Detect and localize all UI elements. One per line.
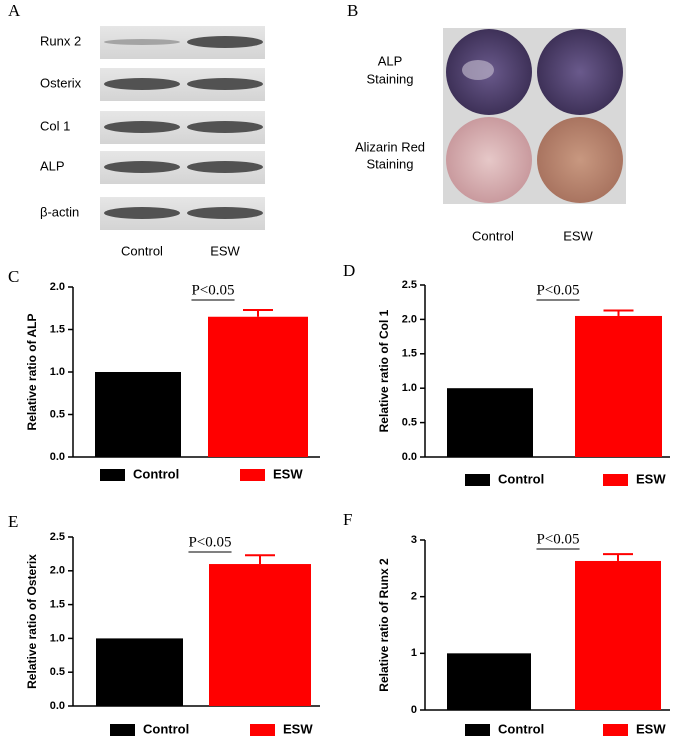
blot-band — [104, 78, 180, 90]
y-tick-label: 2.0 — [50, 281, 65, 293]
column-label: Control — [472, 228, 514, 243]
y-tick-label: 0.0 — [402, 451, 417, 463]
y-axis-label: Relative ratio of Col 1 — [377, 309, 391, 432]
y-axis-label: Relative ratio of ALP — [25, 314, 39, 431]
bar — [95, 372, 181, 457]
y-tick-label: 0 — [411, 704, 417, 716]
row-label: ALP — [40, 158, 65, 173]
panel-label: F — [343, 510, 352, 529]
y-tick-label: 3 — [411, 534, 417, 546]
bar — [575, 315, 662, 457]
y-tick-label: 2.5 — [50, 531, 65, 543]
blot-band — [104, 161, 180, 173]
y-tick-label: 1 — [411, 647, 417, 659]
blot-band — [187, 36, 263, 48]
y-tick-label: 1.0 — [402, 382, 417, 394]
legend-swatch — [110, 724, 135, 736]
y-tick-label: 2 — [411, 591, 417, 603]
row-label: Alizarin Red — [355, 139, 425, 154]
legend-swatch — [465, 474, 490, 486]
column-label: ESW — [563, 228, 593, 243]
bar — [575, 560, 661, 710]
column-label: ESW — [210, 243, 240, 258]
legend-swatch — [100, 469, 125, 481]
panel-label: B — [347, 1, 358, 20]
row-label: Col 1 — [40, 118, 70, 133]
y-tick-label: 2.5 — [402, 279, 417, 291]
y-tick-label: 0.0 — [50, 451, 65, 463]
bar — [208, 316, 308, 457]
y-tick-label: 0.5 — [50, 408, 65, 420]
legend-label: ESW — [636, 721, 666, 736]
column-label: Control — [121, 243, 163, 258]
legend-swatch — [250, 724, 275, 736]
y-tick-label: 0.0 — [50, 700, 65, 712]
y-tick-label: 1.0 — [50, 366, 65, 378]
row-label: Staining — [367, 71, 414, 86]
legend-label: ESW — [636, 471, 666, 486]
bar — [447, 653, 531, 710]
bar — [96, 638, 183, 706]
row-label: β-actin — [40, 204, 79, 219]
bar — [209, 564, 311, 706]
legend-label: Control — [498, 471, 544, 486]
y-tick-label: 1.5 — [402, 348, 417, 360]
y-axis-label: Relative ratio of Runx 2 — [377, 558, 391, 692]
legend-label: Control — [143, 721, 189, 736]
panel-label: D — [343, 261, 355, 280]
y-tick-label: 1.5 — [50, 323, 65, 335]
legend-swatch — [465, 724, 490, 736]
blot-band — [104, 39, 180, 45]
annotation: P<0.05 — [188, 534, 231, 550]
legend-label: ESW — [273, 466, 303, 481]
y-tick-label: 1.5 — [50, 599, 65, 611]
legend-label: ESW — [283, 721, 313, 736]
blot-band — [187, 207, 263, 219]
blot-band — [187, 78, 263, 90]
blot-band — [187, 121, 263, 133]
well — [446, 117, 532, 203]
blot-band — [187, 161, 263, 173]
annotation: P<0.05 — [536, 282, 579, 298]
y-tick-label: 1.0 — [50, 632, 65, 644]
row-label: Osterix — [40, 75, 82, 90]
legend-swatch — [240, 469, 265, 481]
panel-label: C — [8, 267, 19, 286]
well-spot — [462, 60, 494, 80]
legend-label: Control — [133, 466, 179, 481]
annotation: P<0.05 — [191, 282, 234, 298]
panel-label: E — [8, 512, 18, 531]
well — [537, 29, 623, 115]
y-tick-label: 2.0 — [50, 565, 65, 577]
row-label: ALP — [378, 53, 403, 68]
y-tick-label: 2.0 — [402, 313, 417, 325]
y-axis-label: Relative ratio of Osterix — [25, 554, 39, 689]
row-label: Staining — [367, 156, 414, 171]
y-tick-label: 0.5 — [50, 666, 65, 678]
blot-band — [104, 121, 180, 133]
legend-label: Control — [498, 721, 544, 736]
row-label: Runx 2 — [40, 33, 81, 48]
blot-band — [104, 207, 180, 219]
legend-swatch — [603, 474, 628, 486]
panel-label: A — [8, 1, 21, 20]
well — [537, 117, 623, 203]
bar — [447, 388, 533, 457]
y-tick-label: 0.5 — [402, 417, 417, 429]
annotation: P<0.05 — [536, 531, 579, 547]
legend-swatch — [603, 724, 628, 736]
